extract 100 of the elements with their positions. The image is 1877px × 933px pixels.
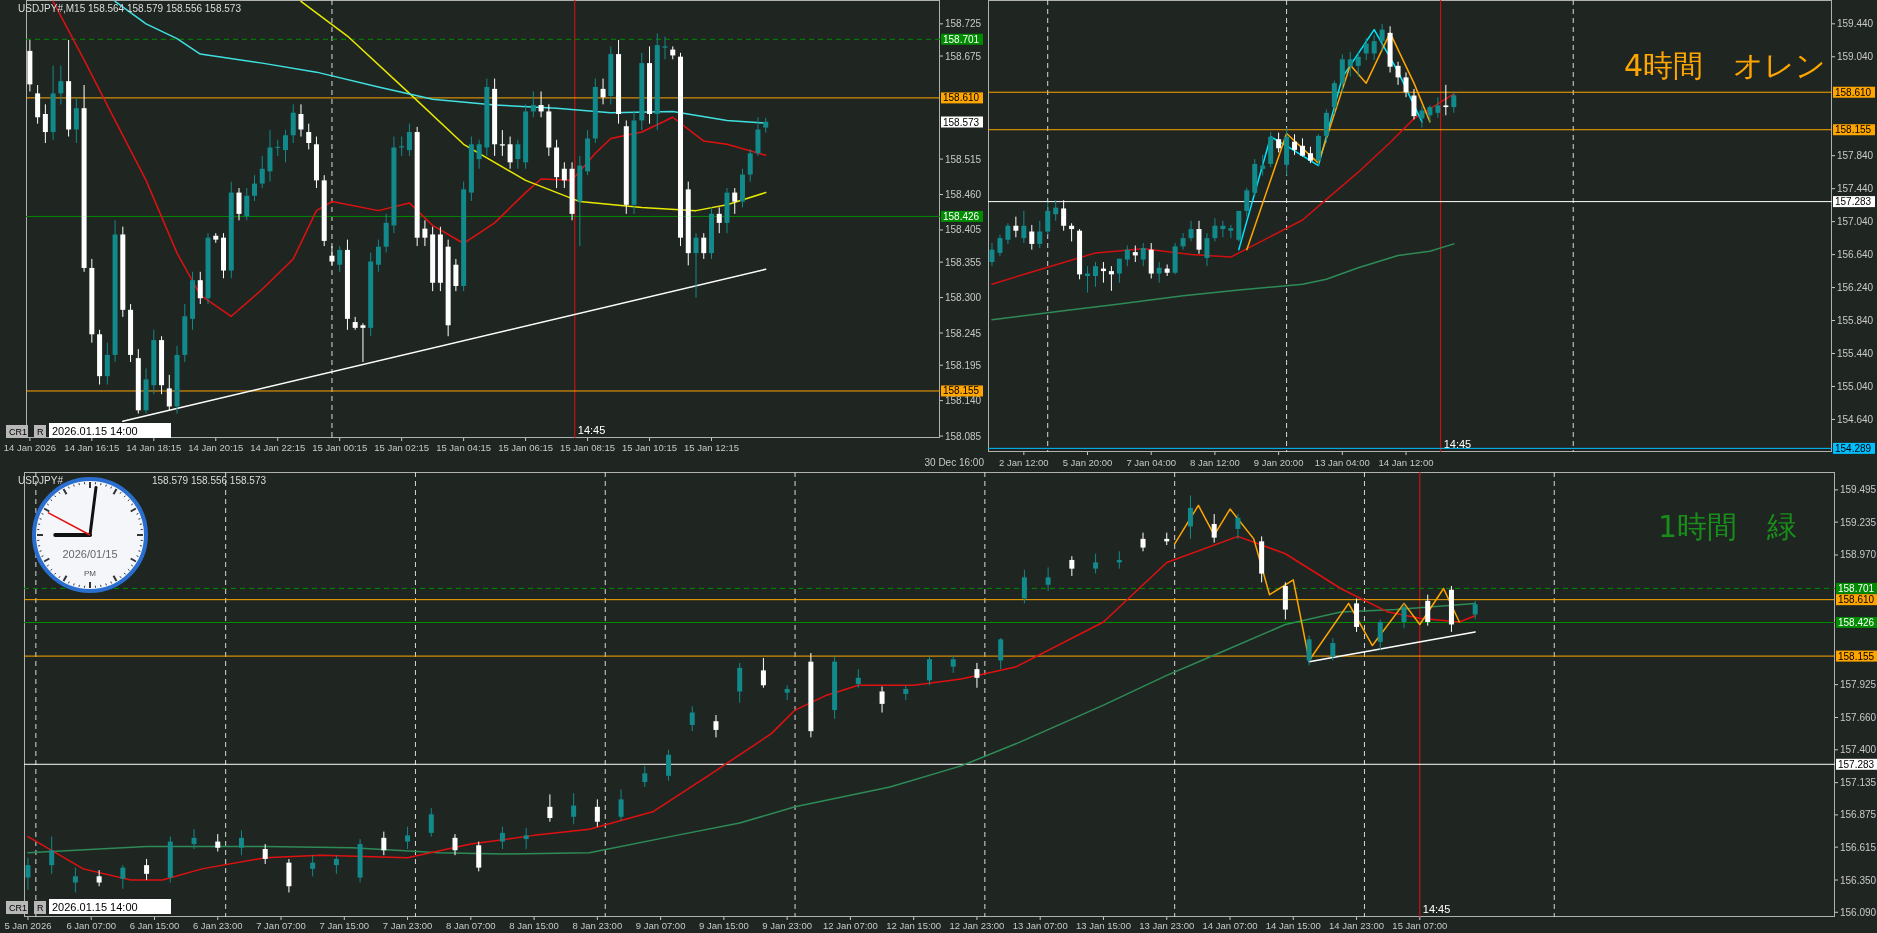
x-tick-label: 13 Jan 23:00: [1139, 920, 1195, 931]
candlestick: [360, 322, 366, 363]
candlestick: [1331, 80, 1337, 115]
annotation: 2026.01.15 14:00: [52, 901, 138, 913]
candlestick: [879, 686, 885, 714]
ref-line-label: 154.289: [1835, 442, 1872, 454]
ref-line-label: 158.426: [1838, 616, 1875, 628]
candlestick: [571, 792, 577, 825]
x-tick-label: 14 Jan 18:15: [126, 442, 182, 453]
candlestick: [286, 858, 292, 893]
candlestick: [1472, 600, 1478, 621]
y-tick-label: 157.040: [1837, 216, 1874, 228]
candlestick: [35, 84, 41, 125]
x-tick-label: 6 Jan 15:00: [129, 920, 180, 931]
x-tick-label: 15 Jan 12:15: [684, 442, 739, 453]
candlestick: [737, 662, 743, 704]
x-tick-label: 8 Jan 07:00: [445, 920, 496, 931]
candlestick: [329, 245, 335, 266]
y-tick-label: 156.350: [1840, 874, 1877, 886]
candlestick: [49, 836, 55, 875]
x-tick-label: 15 Jan 10:15: [622, 442, 677, 453]
line-series: [991, 243, 1455, 321]
y-tick-label: 159.040: [1837, 51, 1874, 63]
candlestick: [618, 788, 624, 821]
y-tick-label: 158.725: [945, 18, 982, 30]
candlestick: [453, 258, 459, 292]
x-tick-label: 15 Jan 08:15: [560, 442, 616, 453]
y-tick-label: 156.875: [1840, 809, 1877, 821]
candlestick: [1306, 635, 1312, 666]
ref-line-label: 158.155: [943, 385, 980, 397]
candlestick: [760, 657, 766, 689]
candlestick: [530, 90, 536, 118]
candlestick: [1108, 265, 1114, 292]
y-tick-label: 158.195: [945, 359, 982, 371]
x-tick-label: 13 Jan 07:00: [1012, 920, 1068, 931]
x-tick-label: 8 Jan 15:00: [509, 920, 559, 931]
candlestick: [306, 123, 312, 150]
y-tick-label: 156.640: [1837, 249, 1874, 261]
candlestick: [538, 90, 544, 118]
candlestick: [405, 826, 411, 850]
x-tick-label: 7 Jan 15:00: [319, 920, 370, 931]
candlestick: [375, 239, 381, 273]
text: 30 Dec 16:00: [924, 457, 985, 468]
x-tick-label: 15 Jan 02:15: [374, 442, 430, 453]
candlestick: [1260, 154, 1266, 176]
y-tick-label: 159.440: [1837, 18, 1874, 30]
y-tick-label: 156.615: [1840, 841, 1877, 853]
candlestick: [1244, 187, 1250, 218]
y-tick-label: 156.240: [1837, 282, 1874, 294]
picture-label-box: CR1: [6, 901, 28, 914]
x-tick-label: 6 Jan 07:00: [66, 920, 117, 931]
x-tick-label: 14 Jan 15:00: [1265, 920, 1321, 931]
candlestick: [399, 136, 405, 157]
x-tick-label: 14 Jan 20:15: [188, 442, 244, 453]
candlestick: [1037, 220, 1043, 249]
candlestick: [1282, 581, 1288, 621]
picture-label-box: R: [34, 901, 46, 914]
annotation: 14:45: [577, 424, 606, 436]
candlestick: [989, 242, 995, 267]
candlestick: [713, 714, 719, 738]
x-tick-label: 14 Jan 22:15: [250, 442, 306, 453]
candlestick: [1411, 88, 1417, 120]
y-tick-label: 155.440: [1837, 348, 1874, 360]
candlestick: [58, 65, 64, 105]
x-tick-label: 5 Jan 20:00: [1062, 457, 1113, 468]
candlestick: [855, 668, 861, 689]
candlestick: [259, 155, 265, 189]
annotation: 1時間 緑: [1658, 509, 1798, 544]
candlestick: [96, 869, 102, 887]
y-tick-label: 159.495: [1840, 484, 1877, 496]
y-tick-label: 158.085: [945, 430, 982, 442]
candlestick: [499, 826, 505, 850]
candlestick: [515, 139, 521, 170]
candlestick: [333, 854, 339, 875]
candlestick: [1124, 245, 1130, 267]
candlestick: [25, 857, 31, 891]
ref-line-label: 158.701: [1838, 582, 1875, 594]
x-tick-label: 14 Jan 07:00: [1202, 920, 1258, 931]
candlestick: [499, 129, 505, 157]
candlestick: [662, 36, 668, 60]
candlestick: [197, 271, 203, 305]
candlestick: [1204, 232, 1210, 267]
candlestick: [1355, 51, 1361, 78]
candlestick: [104, 342, 110, 386]
candlestick: [1148, 242, 1154, 279]
candlestick: [298, 103, 304, 138]
y-tick-label: 155.040: [1837, 380, 1874, 392]
candlestick: [1021, 210, 1027, 244]
x-tick-label: 15 Jan 07:00: [1392, 920, 1448, 931]
ref-line-label: 158.701: [943, 33, 980, 45]
candlestick: [1220, 220, 1226, 238]
candlestick: [507, 136, 513, 170]
candlestick: [1427, 104, 1433, 123]
candlestick: [974, 662, 980, 689]
y-tick-label: 157.840: [1837, 150, 1874, 162]
x-tick-label: 5 Jan 2026: [4, 920, 52, 931]
y-tick-label: 157.660: [1840, 712, 1877, 724]
candlestick: [244, 187, 250, 221]
x-tick-label: 14 Jan 2026: [3, 442, 57, 453]
y-tick-label: 158.515: [945, 153, 982, 165]
